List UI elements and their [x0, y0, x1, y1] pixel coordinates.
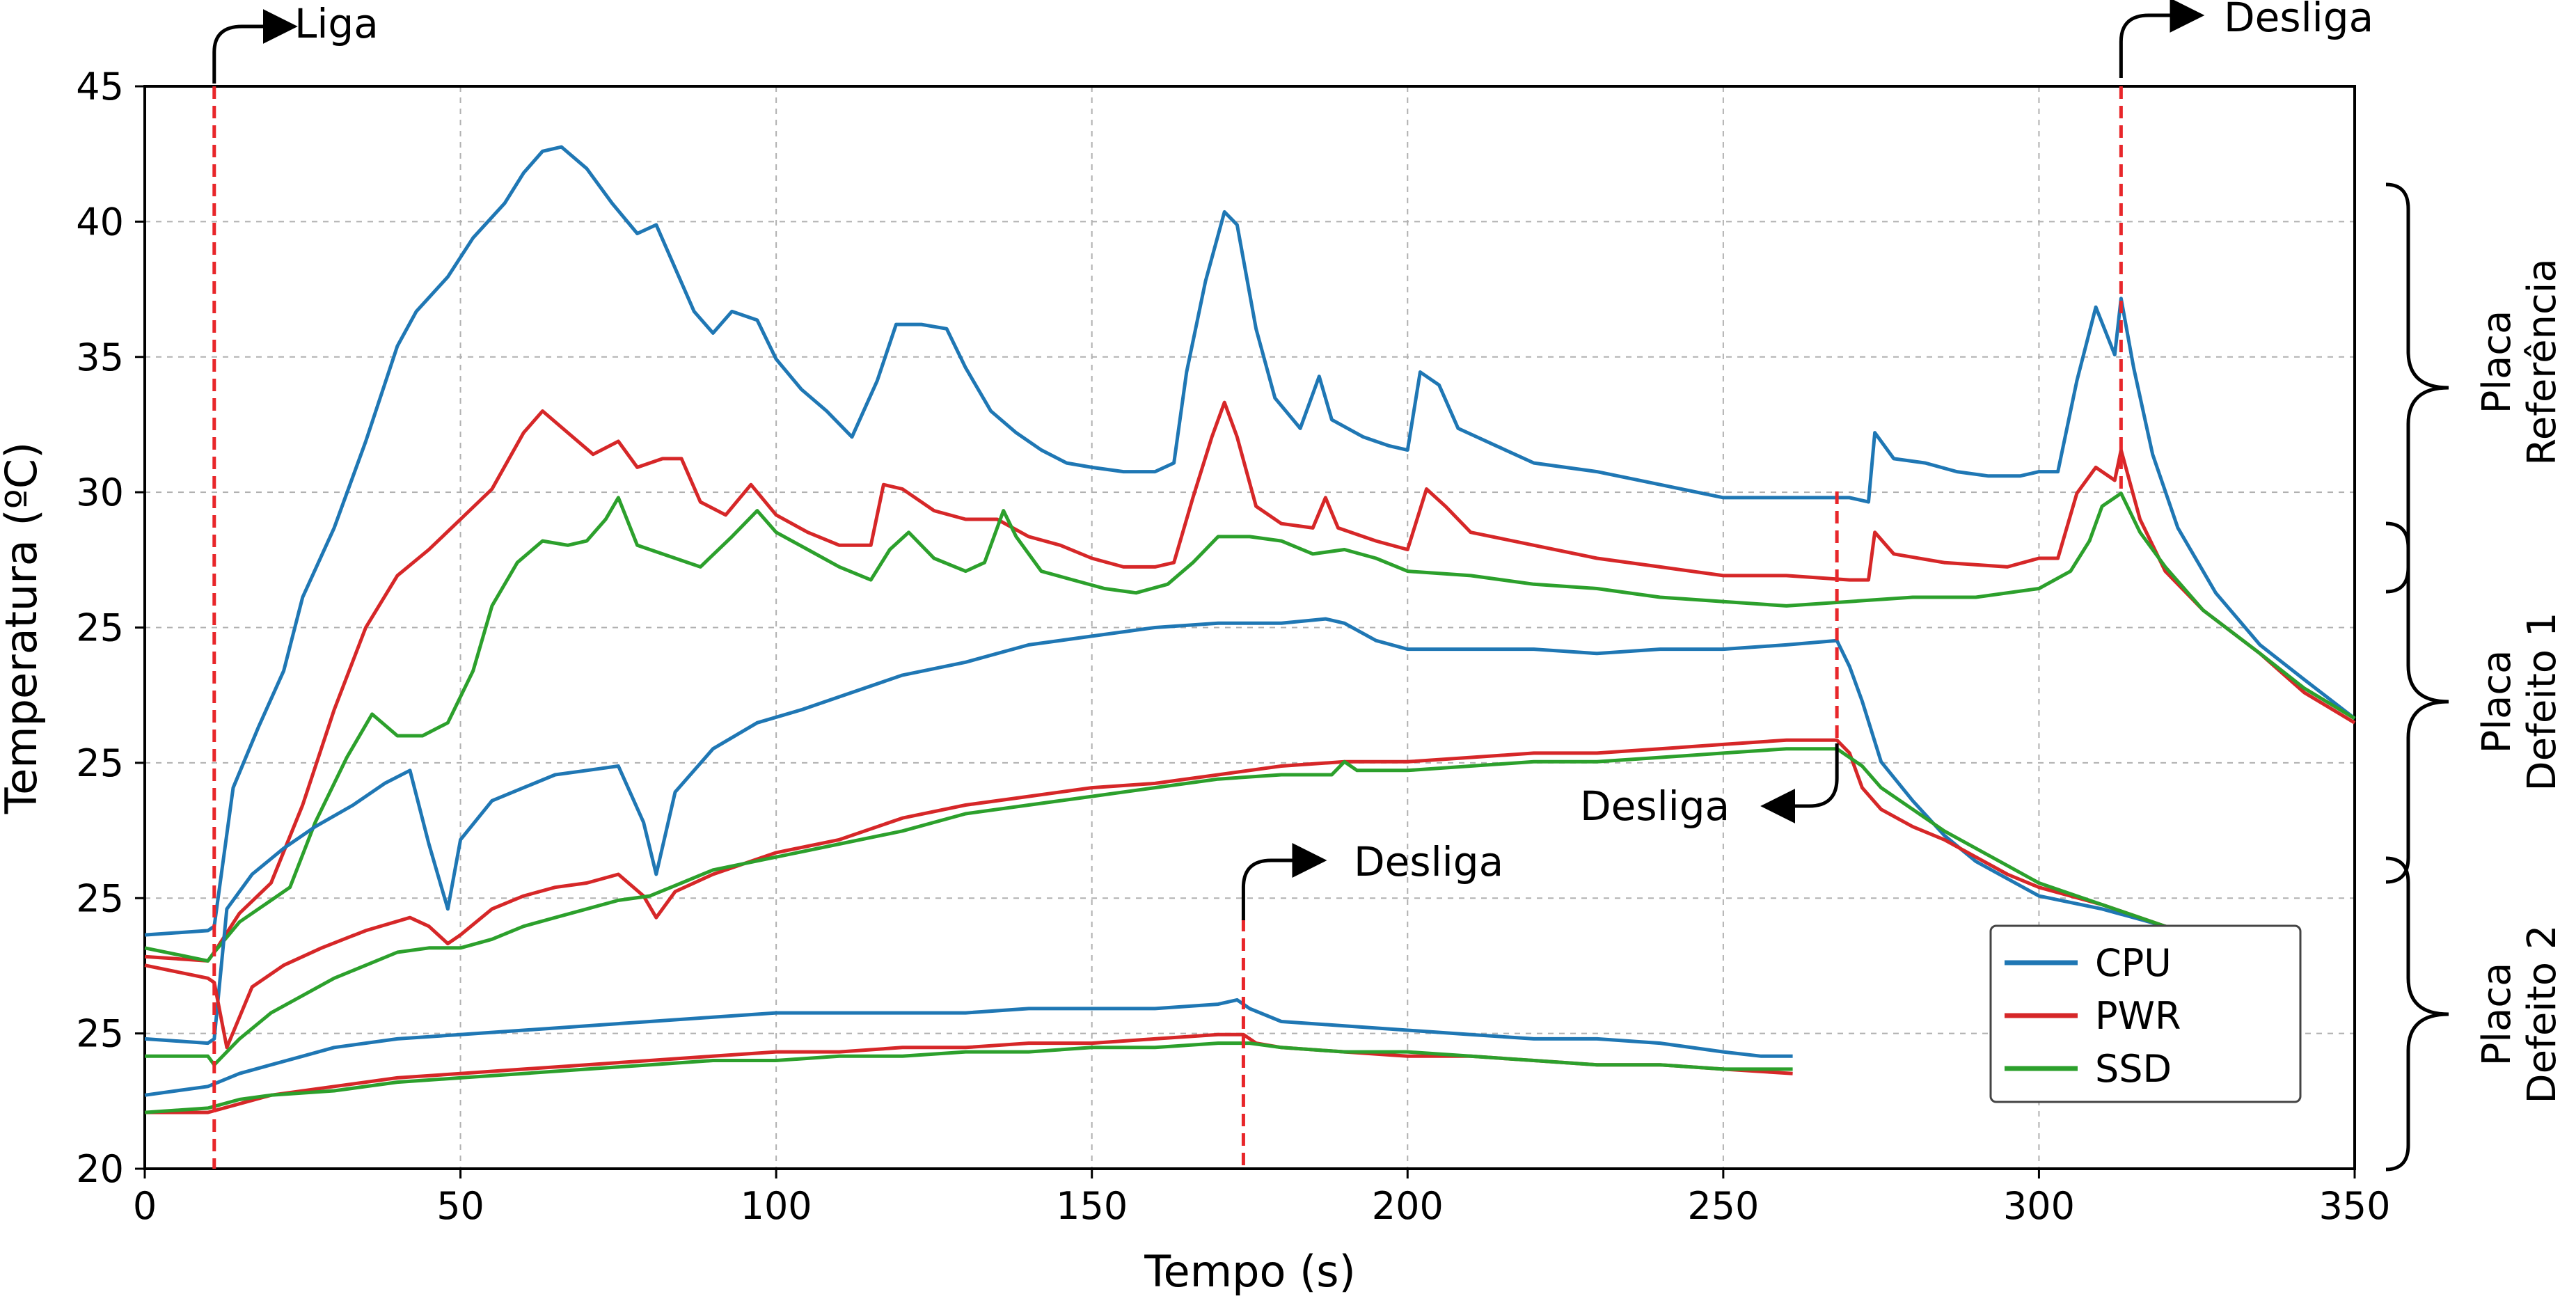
series-line-cpu: [144, 617, 2242, 1046]
series-line-pwr: [144, 400, 2356, 963]
annotation-desliga-defeito2: Desliga: [1354, 838, 1503, 885]
arrow-desliga-defeito2: [1241, 843, 1327, 920]
x-tick-label: 150: [1056, 1184, 1128, 1228]
group-brace-defeito2: [2385, 856, 2449, 1172]
group-label-referencia-2: Referência: [2520, 258, 2565, 465]
group-brace-defeito1: [2385, 521, 2449, 884]
group-label-defeito1-2: Defeito 1: [2520, 613, 2565, 791]
series-line-pwr: [145, 1032, 1793, 1114]
axis-ticks: 0 50 100 150 200 250 300 350 20 25 25 25 25 30 35 40 45: [76, 65, 2390, 1228]
y-tick-label: 25: [76, 876, 124, 920]
annotation-desliga-referencia: Desliga: [2224, 0, 2373, 41]
x-tick-label: 200: [1372, 1184, 1444, 1228]
y-tick-label: 30: [76, 471, 124, 514]
legend-label-pwr: PWR: [2095, 994, 2181, 1038]
annotation-desliga-defeito1: Desliga: [1580, 782, 1730, 830]
series-line-pwr: [144, 738, 2242, 1050]
group-label-defeito2-2: Defeito 2: [2520, 925, 2565, 1104]
y-tick-label: 35: [76, 336, 124, 379]
legend-label-ssd: SSD: [2095, 1047, 2172, 1091]
group-label-defeito1-1: Placa: [2474, 650, 2520, 754]
series-line-ssd: [144, 491, 2356, 963]
y-tick-label: 25: [76, 606, 124, 650]
annotation-layer: [212, 0, 2205, 1169]
legend: CPU PWR SSD: [1989, 924, 2302, 1103]
y-tick-label: 45: [76, 65, 124, 109]
x-tick-label: 0: [133, 1184, 157, 1228]
arrow-liga: [212, 9, 298, 84]
x-tick-label: 300: [2003, 1184, 2075, 1228]
group-brackets: Placa Referência Placa Defeito 1 Placa D…: [2385, 182, 2565, 1172]
group-brace-referencia: [2385, 182, 2449, 594]
annotation-liga: Liga: [294, 0, 379, 47]
series-layer: [144, 145, 2356, 1114]
arrow-desliga-defeito1: [1760, 743, 1839, 823]
legend-box: [1989, 924, 2302, 1103]
series-line-ssd: [145, 747, 2242, 1067]
x-tick-label: 100: [741, 1184, 812, 1228]
x-axis-label: Tempo (s): [1144, 1246, 1356, 1297]
series-line-cpu: [144, 145, 2356, 937]
series-line-cpu: [144, 998, 1793, 1097]
group-label-defeito2-1: Placa: [2474, 963, 2520, 1066]
series-line-ssd: [144, 1041, 1793, 1114]
arrow-desliga-referencia: [2119, 0, 2205, 78]
x-tick-label: 50: [436, 1184, 484, 1228]
y-tick-label: 25: [76, 1012, 124, 1056]
group-label-referencia-1: Placa: [2474, 310, 2520, 414]
y-axis-label: Temperatura (ºC): [0, 442, 47, 815]
x-tick-label: 350: [2318, 1184, 2390, 1228]
x-tick-label: 250: [1687, 1184, 1759, 1228]
y-tick-label: 20: [76, 1147, 124, 1191]
y-tick-label: 25: [76, 741, 124, 785]
y-tick-label: 40: [76, 200, 124, 244]
legend-label-cpu: CPU: [2095, 941, 2172, 985]
